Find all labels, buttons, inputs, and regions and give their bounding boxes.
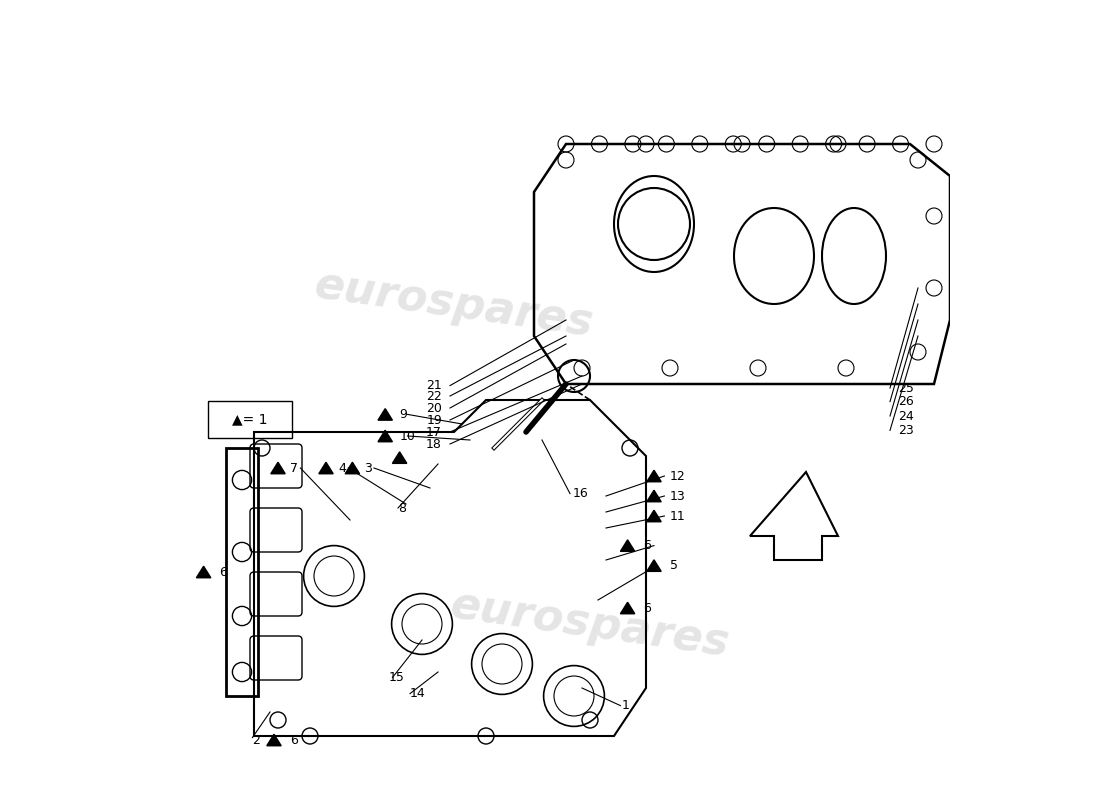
Text: 5: 5 [670,559,678,572]
Text: 20: 20 [426,402,442,414]
Text: 25: 25 [898,382,914,394]
Text: 6: 6 [644,539,651,552]
Text: 19: 19 [427,414,442,426]
Text: eurospares: eurospares [448,583,733,665]
Text: 2: 2 [252,734,261,746]
Text: 6: 6 [644,602,651,614]
Text: 26: 26 [898,395,914,408]
Text: 22: 22 [427,390,442,402]
Text: 16: 16 [572,487,588,500]
Text: 15: 15 [388,671,405,684]
Text: 7: 7 [290,462,298,474]
Text: 6: 6 [290,734,298,746]
Text: 8: 8 [398,502,406,514]
Polygon shape [647,510,661,522]
Text: 13: 13 [670,490,685,502]
Text: 23: 23 [898,424,914,437]
Text: 6: 6 [220,566,228,578]
Text: 12: 12 [670,470,685,482]
Text: 3: 3 [364,462,372,474]
Polygon shape [647,560,661,571]
Polygon shape [319,462,333,474]
Text: 4: 4 [338,462,345,474]
Text: 17: 17 [426,426,442,438]
Polygon shape [647,470,661,482]
Polygon shape [345,462,360,474]
Text: 24: 24 [898,410,914,422]
Polygon shape [271,462,285,474]
Text: ▲= 1: ▲= 1 [232,412,267,426]
Text: 14: 14 [410,687,426,700]
Polygon shape [378,430,393,442]
Polygon shape [620,602,635,614]
Polygon shape [197,566,211,578]
Text: 18: 18 [426,438,442,450]
Polygon shape [267,734,282,746]
Text: 11: 11 [670,510,685,522]
Polygon shape [620,540,635,551]
Polygon shape [393,452,407,463]
Polygon shape [378,409,393,420]
Text: 21: 21 [427,379,442,392]
Text: 9: 9 [399,408,407,421]
Text: 1: 1 [621,699,630,712]
Polygon shape [647,490,661,502]
Text: 10: 10 [399,430,416,442]
Text: eurospares: eurospares [311,263,596,345]
